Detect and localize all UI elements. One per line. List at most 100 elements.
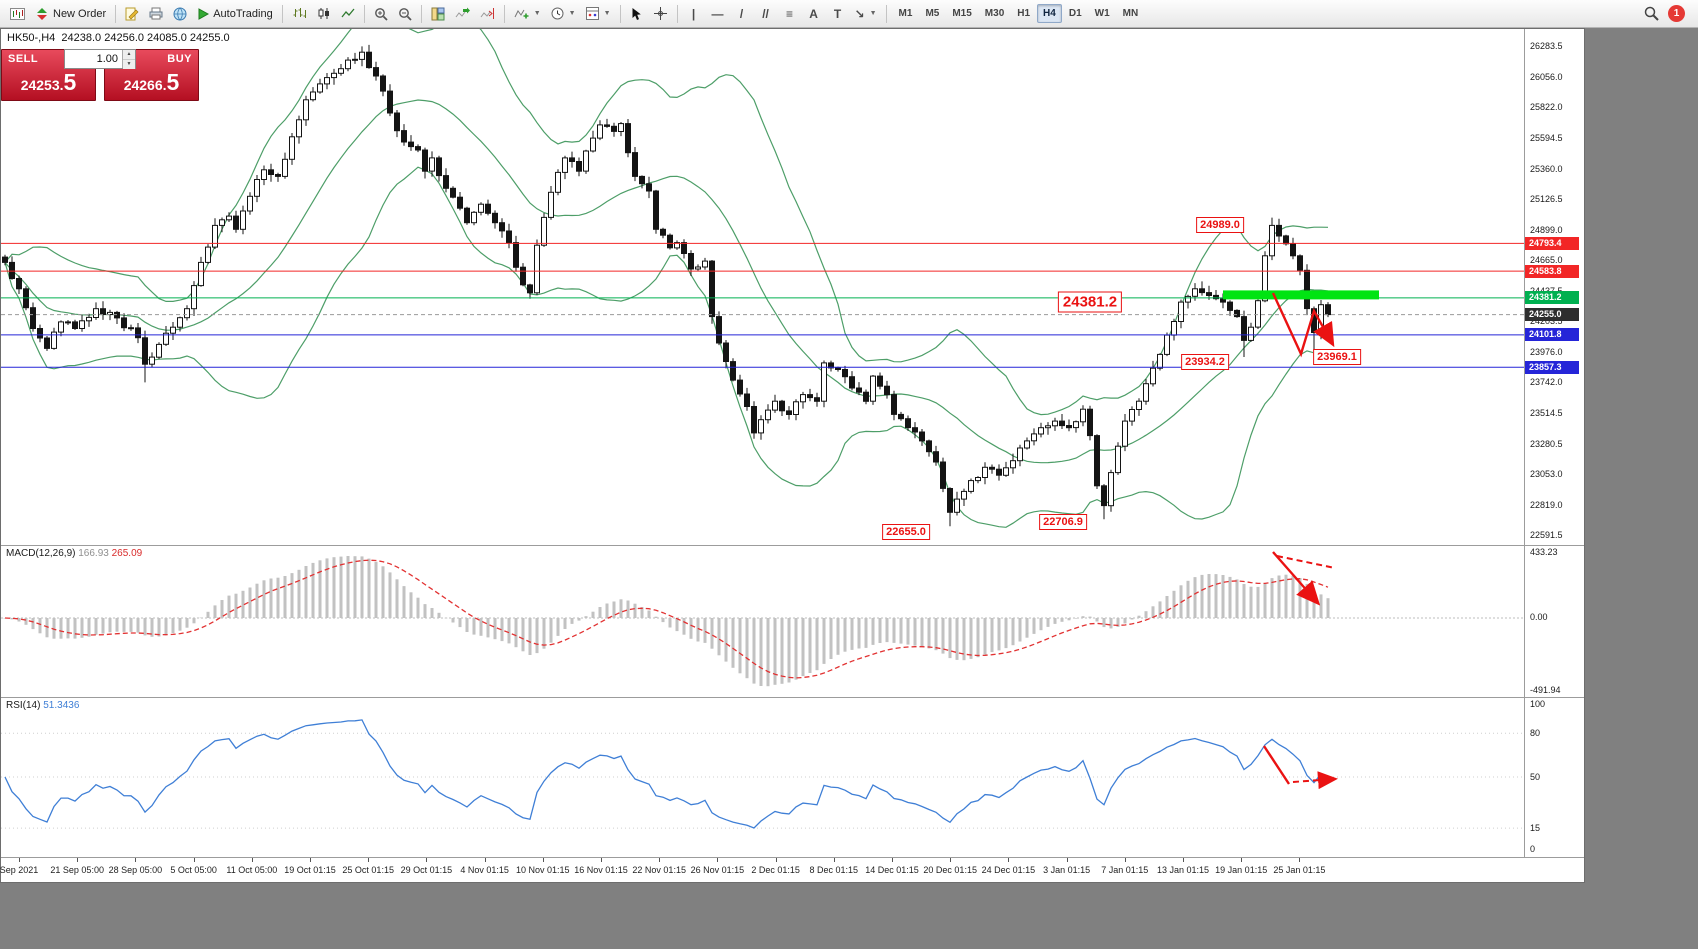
- timeframe-button-m1[interactable]: M1: [898, 8, 913, 19]
- tile-windows-button[interactable]: [426, 3, 450, 25]
- price-axis-label: 24899.0: [1530, 224, 1563, 235]
- time-axis-label: 19 Oct 01:15: [284, 865, 336, 875]
- macd-canvas: [1, 551, 1524, 687]
- fibonacci-button[interactable]: ≡: [778, 3, 802, 25]
- trend-arrow: [1271, 292, 1335, 358]
- search-icon: [1644, 6, 1659, 21]
- timeframe-button-m15[interactable]: M15: [952, 8, 972, 19]
- time-axis-label: 11 Oct 05:00: [226, 865, 278, 875]
- rsi-axis[interactable]: 100 80 50 15 0: [1524, 698, 1584, 857]
- volume-down-icon[interactable]: ▼: [123, 60, 135, 69]
- toolbar-separator: [503, 4, 505, 23]
- tile-windows-button-icon: [431, 7, 445, 21]
- candlestick-chart-button[interactable]: [312, 3, 336, 25]
- timeframe-button-m30[interactable]: M30: [984, 8, 1005, 19]
- price-axis-label: 24437.5: [1530, 286, 1563, 296]
- price-chart-panel[interactable]: HK50-,H4 24238.0 24256.0 24085.0 24255.0…: [1, 29, 1584, 546]
- time-axis-label: 16 Nov 01:15: [574, 865, 628, 875]
- rsi-panel[interactable]: RSI(14) 51.3436 100 80 50 15 0: [1, 698, 1584, 858]
- timeframe-button-m5[interactable]: M5: [925, 8, 940, 19]
- bar-chart-button[interactable]: [287, 3, 312, 25]
- text-button[interactable]: A: [802, 3, 826, 25]
- community-button[interactable]: [168, 3, 192, 25]
- trendline-button[interactable]: /: [730, 3, 754, 25]
- macd-signal-value: 265.09: [111, 548, 143, 559]
- macd-panel[interactable]: MACD(12,26,9) 166.93 265.09 433.23 0.00 -4…: [1, 546, 1584, 698]
- crosshair-button[interactable]: [649, 3, 673, 25]
- price-annotation[interactable]: 22655.0: [882, 524, 930, 540]
- timeframe-button-w1[interactable]: W1: [1094, 8, 1110, 19]
- zoom-out-button[interactable]: [393, 3, 417, 25]
- rsi-axis-label: 100: [1530, 699, 1546, 709]
- chart-shift-button-icon: [480, 7, 495, 20]
- price-level-badge: 24101.8: [1525, 328, 1579, 342]
- text-button-icon: A: [809, 6, 818, 21]
- macd-axis[interactable]: 433.23 0.00 -491.94: [1524, 546, 1584, 697]
- arrows-button[interactable]: ↘ ▼: [850, 3, 882, 25]
- one-click-trading-widget: SELL 24253.5 BUY 24266.5 1.00 ▲ ▼: [1, 49, 199, 101]
- candlestick-chart-button-icon: [317, 7, 331, 20]
- toolbar-separator: [281, 4, 283, 23]
- price-annotation[interactable]: 23934.2: [1181, 354, 1229, 370]
- price-axis[interactable]: 26283.5 26056.0 25822.0 25594.5 25360.0 25126…: [1524, 29, 1584, 545]
- volume-input[interactable]: 1.00 ▲ ▼: [64, 49, 136, 69]
- crosshair-button-icon: [654, 7, 668, 20]
- time-tick: [310, 858, 311, 862]
- print-button[interactable]: [144, 3, 168, 25]
- price-axis-label: 22819.0: [1530, 499, 1563, 510]
- metaeditor-button[interactable]: [120, 3, 144, 25]
- new-order-button[interactable]: New Order: [30, 3, 111, 25]
- time-axis[interactable]: Sep 2021 21 Sep 05:00 28 Sep 05:00 5 Oct 05…: [0, 858, 1584, 882]
- time-tick: [1299, 858, 1301, 862]
- price-annotation[interactable]: 24381.2: [1057, 291, 1123, 313]
- zoom-in-button[interactable]: [369, 3, 393, 25]
- arrows-button-icon: ↘: [854, 6, 865, 21]
- time-tick: [950, 858, 952, 862]
- timeframe-button-h1[interactable]: H1: [1017, 8, 1031, 19]
- chevron-down-icon: ▼: [568, 10, 576, 17]
- timeframe-button-d1[interactable]: D1: [1068, 8, 1082, 19]
- price-axis-label: 25594.5: [1530, 132, 1563, 143]
- time-axis-label: 19 Jan 01:15: [1215, 865, 1268, 875]
- time-tick: [1008, 858, 1010, 862]
- timeframe-button-h4[interactable]: H4: [1037, 4, 1062, 23]
- time-tick: [717, 858, 719, 862]
- indicators-button[interactable]: ▼: [509, 3, 546, 25]
- time-tick: [135, 858, 137, 862]
- time-axis-label: 28 Sep 05:00: [108, 865, 163, 875]
- time-axis-label: 20 Dec 01:15: [923, 865, 977, 875]
- search-button[interactable]: [1639, 3, 1664, 25]
- time-axis-label: 4 Nov 01:15: [460, 865, 509, 875]
- autotrading-button[interactable]: AutoTrading: [192, 3, 278, 25]
- channel-button[interactable]: //: [754, 3, 778, 25]
- auto-scroll-button[interactable]: [450, 3, 475, 25]
- chart-window-icon[interactable]: [5, 3, 30, 25]
- price-axis-label: 23514.5: [1530, 407, 1563, 418]
- vertical-line-button[interactable]: |: [682, 3, 706, 25]
- price-annotation[interactable]: 24989.0: [1196, 217, 1244, 233]
- rsi-axis-label: 0: [1530, 844, 1536, 854]
- chart-shift-button[interactable]: [475, 3, 500, 25]
- price-annotation[interactable]: 22706.9: [1039, 514, 1087, 530]
- timeframe-button-mn[interactable]: MN: [1122, 8, 1139, 19]
- price-annotation[interactable]: 23969.1: [1313, 349, 1361, 365]
- price-axis-label: 24665.0: [1530, 255, 1563, 266]
- line-chart-button[interactable]: [336, 3, 360, 25]
- horizontal-line-button[interactable]: —: [706, 3, 730, 25]
- price-axis-label: 26283.5: [1530, 41, 1563, 52]
- chevron-down-icon: ▼: [869, 10, 877, 17]
- time-tick: [1124, 858, 1126, 862]
- time-axis-label: 21 Sep 05:00: [50, 865, 104, 875]
- periods-button[interactable]: ▼: [546, 3, 581, 25]
- volume-up-icon[interactable]: ▲: [123, 50, 135, 60]
- macd-axis-label: 0.00: [1530, 612, 1548, 622]
- toolbar-separator: [676, 4, 678, 23]
- label-button[interactable]: T: [826, 3, 850, 25]
- price-level-badge: 24583.8: [1525, 264, 1579, 278]
- time-axis-label: 14 Dec 01:15: [865, 865, 919, 875]
- cursor-button[interactable]: [625, 3, 649, 25]
- notification-badge[interactable]: 1: [1668, 5, 1685, 22]
- templates-button[interactable]: ▼: [581, 3, 616, 25]
- annotations-layer: 24989.0 24381.2 23934.2 23969.1 22655.0 22706…: [1, 29, 1524, 546]
- metaeditor-button-icon: [125, 7, 139, 21]
